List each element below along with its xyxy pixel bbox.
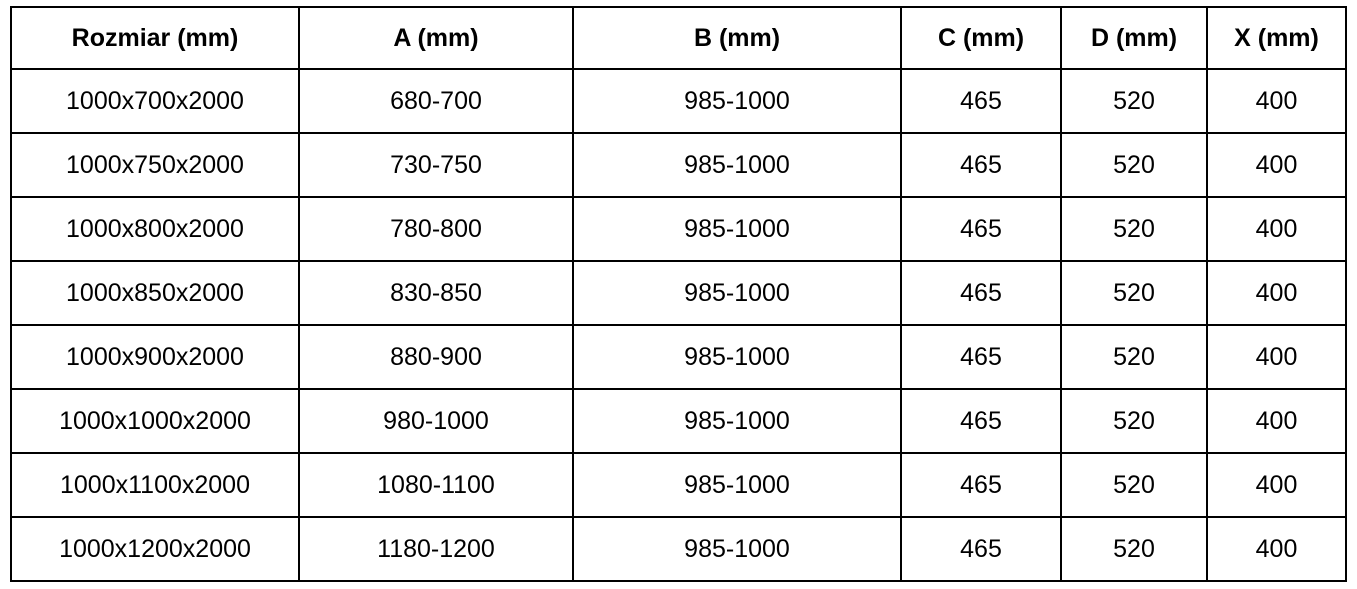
header-row: Rozmiar (mm) A (mm) B (mm) C (mm) D (mm) X (m… xyxy=(10,6,1347,70)
table-cell: 520 xyxy=(1060,196,1208,262)
table-cell: 1000x1200x2000 xyxy=(10,516,300,582)
table-row: 1000x750x2000 730-750 985-1000 465 520 400 xyxy=(10,132,1347,198)
table-cell: 1000x900x2000 xyxy=(10,324,300,390)
table-cell: 730-750 xyxy=(298,132,574,198)
table-cell: 1000x700x2000 xyxy=(10,68,300,134)
table-cell: 400 xyxy=(1206,132,1347,198)
table-cell: 465 xyxy=(900,196,1062,262)
column-header: X (mm) xyxy=(1206,6,1347,70)
table-cell: 985-1000 xyxy=(572,68,902,134)
table-cell: 400 xyxy=(1206,68,1347,134)
dimensions-table: Rozmiar (mm) A (mm) B (mm) C (mm) D (mm) X (m… xyxy=(10,6,1347,582)
table-cell: 465 xyxy=(900,68,1062,134)
table-cell: 1000x750x2000 xyxy=(10,132,300,198)
table-cell: 465 xyxy=(900,516,1062,582)
table-cell: 400 xyxy=(1206,324,1347,390)
table-cell: 520 xyxy=(1060,260,1208,326)
table-cell: 465 xyxy=(900,388,1062,454)
column-header: Rozmiar (mm) xyxy=(10,6,300,70)
table-cell: 465 xyxy=(900,132,1062,198)
table-cell: 980-1000 xyxy=(298,388,574,454)
table-cell: 400 xyxy=(1206,196,1347,262)
table-cell: 520 xyxy=(1060,452,1208,518)
table-cell: 520 xyxy=(1060,68,1208,134)
table-cell: 465 xyxy=(900,260,1062,326)
column-header: C (mm) xyxy=(900,6,1062,70)
column-header: B (mm) xyxy=(572,6,902,70)
table-cell: 1180-1200 xyxy=(298,516,574,582)
table-row: 1000x900x2000 880-900 985-1000 465 520 400 xyxy=(10,324,1347,390)
table-cell: 880-900 xyxy=(298,324,574,390)
table-row: 1000x800x2000 780-800 985-1000 465 520 400 xyxy=(10,196,1347,262)
table-row: 1000x1200x2000 1180-1200 985-1000 465 520 400 xyxy=(10,516,1347,582)
table-row: 1000x1100x2000 1080-1100 985-1000 465 520 400 xyxy=(10,452,1347,518)
table-cell: 520 xyxy=(1060,388,1208,454)
table-cell: 985-1000 xyxy=(572,516,902,582)
table-cell: 465 xyxy=(900,324,1062,390)
table-cell: 400 xyxy=(1206,516,1347,582)
table-cell: 985-1000 xyxy=(572,132,902,198)
column-header: D (mm) xyxy=(1060,6,1208,70)
table-cell: 465 xyxy=(900,452,1062,518)
table-cell: 985-1000 xyxy=(572,260,902,326)
table-cell: 985-1000 xyxy=(572,452,902,518)
table-cell: 1080-1100 xyxy=(298,452,574,518)
column-header: A (mm) xyxy=(298,6,574,70)
table-row: 1000x700x2000 680-700 985-1000 465 520 400 xyxy=(10,68,1347,134)
table-row: 1000x850x2000 830-850 985-1000 465 520 400 xyxy=(10,260,1347,326)
table-row: 1000x1000x2000 980-1000 985-1000 465 520 400 xyxy=(10,388,1347,454)
table-cell: 520 xyxy=(1060,516,1208,582)
table-cell: 985-1000 xyxy=(572,324,902,390)
table-cell: 985-1000 xyxy=(572,196,902,262)
table-cell: 400 xyxy=(1206,452,1347,518)
table-cell: 1000x1100x2000 xyxy=(10,452,300,518)
table-cell: 400 xyxy=(1206,260,1347,326)
table-cell: 1000x800x2000 xyxy=(10,196,300,262)
table-cell: 985-1000 xyxy=(572,388,902,454)
table-cell: 400 xyxy=(1206,388,1347,454)
table-cell: 1000x1000x2000 xyxy=(10,388,300,454)
table-cell: 520 xyxy=(1060,132,1208,198)
table-cell: 780-800 xyxy=(298,196,574,262)
table-cell: 1000x850x2000 xyxy=(10,260,300,326)
table-cell: 520 xyxy=(1060,324,1208,390)
table-cell: 830-850 xyxy=(298,260,574,326)
table-cell: 680-700 xyxy=(298,68,574,134)
